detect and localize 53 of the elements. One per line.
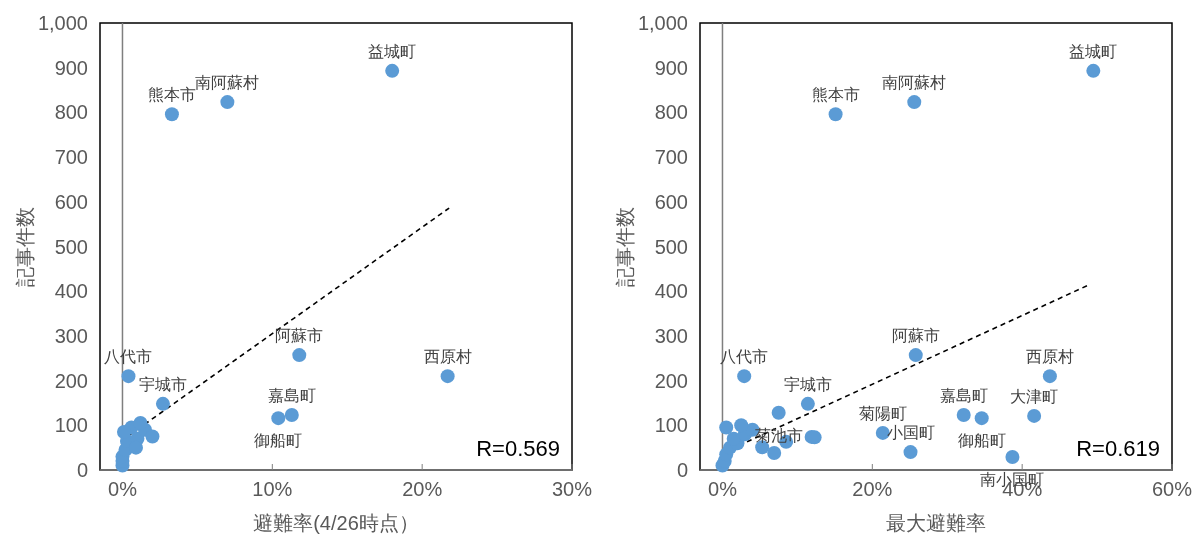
y-tick-label: 400 [654,280,688,303]
y-tick-label: 0 [76,459,88,481]
annotation: 西原村 [423,348,472,366]
y-tick-label: 900 [654,56,688,79]
annotation: 宇城市 [783,375,832,393]
y-tick-label: 1,000 [637,12,688,34]
y-tick-label: 300 [654,324,688,347]
x-tick-label: 30% [551,478,593,500]
annotation: 嘉島町 [939,387,988,405]
y-tick-label: 700 [54,146,88,169]
y-tick-label: 300 [54,324,88,347]
y-tick-label: 100 [654,414,688,437]
y-tick-label: 200 [654,369,688,392]
annotation: 御船町 [957,432,1006,450]
annotation: 西原村 [1025,348,1074,366]
annotation: 嘉島町 [267,387,316,405]
annotation: 阿蘇市 [275,327,324,345]
y-tick-label: 500 [54,235,88,258]
annotation: 御船町 [254,432,303,450]
y-tick-label: 800 [654,101,688,124]
annotation: R=0.569 [476,436,560,461]
x-axis-title: 避難率(4/26時点） [253,512,419,534]
x-tick-label: 0% [708,478,738,500]
y-tick-label: 200 [54,369,88,392]
annotation: 熊本市 [811,86,860,104]
y-axis-title: 記事件数 [614,206,636,287]
x-axis-title: 最大避難率 [886,512,986,534]
annotation: 大津町 [1010,387,1059,405]
y-tick-label: 900 [54,56,88,79]
y-tick-label: 400 [54,280,88,303]
x-tick-label: 10% [252,478,293,500]
y-tick-label: 0 [676,459,688,481]
y-tick-label: 600 [654,190,688,213]
annotation: 阿蘇市 [891,327,940,345]
y-axis-title: 記事件数 [14,206,36,287]
y-tick-label: 600 [54,190,88,213]
y-tick-label: 1,000 [37,12,88,34]
y-tick-label: 800 [54,101,88,124]
annotation: 宇城市 [138,375,187,393]
annotation: 菊陽町 [858,404,907,422]
y-tick-label: 700 [654,146,688,169]
x-tick-label: 20% [402,478,443,500]
x-tick-label: 20% [852,478,893,500]
x-tick-label: 0% [108,478,138,500]
annotation: 益城町 [1069,42,1118,60]
annotation: 熊本市 [147,86,196,104]
annotation: 南阿蘇村 [195,74,260,92]
annotation: R=0.619 [1076,436,1160,461]
x-tick-label: 60% [1151,478,1193,500]
annotation: 益城町 [368,42,417,60]
annotation: 南阿蘇村 [882,74,947,92]
y-tick-label: 100 [54,414,88,437]
y-tick-label: 500 [654,235,688,258]
